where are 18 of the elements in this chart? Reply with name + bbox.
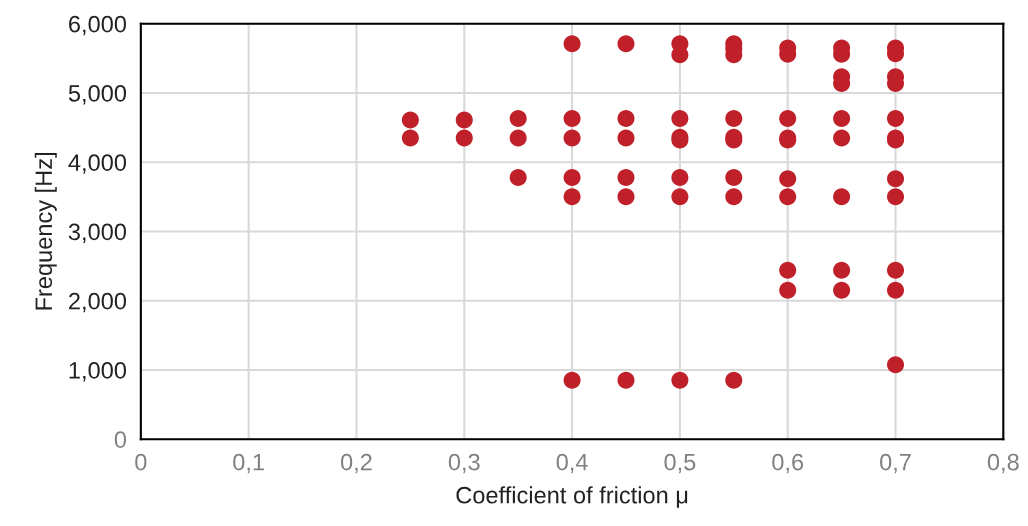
y-tick-label: 0 — [114, 431, 127, 448]
y-axis-title: Frequency [Hz] — [34, 153, 57, 310]
x-axis-title: Coefficient of friction μ — [456, 486, 688, 508]
x-tick-label: 0,5 — [664, 453, 696, 474]
x-tick-label: 0,7 — [880, 453, 911, 474]
y-tick-label: 1,000 — [69, 362, 127, 382]
x-tick-label: 0,6 — [772, 453, 804, 474]
x-tick-label: 0 — [135, 453, 147, 471]
x-tick-label: 0,8 — [987, 453, 1019, 474]
y-tick-label: 3,000 — [68, 223, 127, 244]
y-tick-label: 6,000 — [69, 15, 127, 36]
x-tick-label: 0,4 — [556, 453, 588, 474]
x-tick-label: 0,2 — [340, 453, 372, 474]
y-tick-label: 5,000 — [68, 84, 127, 105]
x-tick-label: 0,3 — [448, 453, 480, 474]
x-tick-label: 0,1 — [233, 453, 264, 474]
y-tick-label: 4,000 — [68, 154, 127, 174]
y-tick-label: 2,000 — [69, 292, 127, 313]
